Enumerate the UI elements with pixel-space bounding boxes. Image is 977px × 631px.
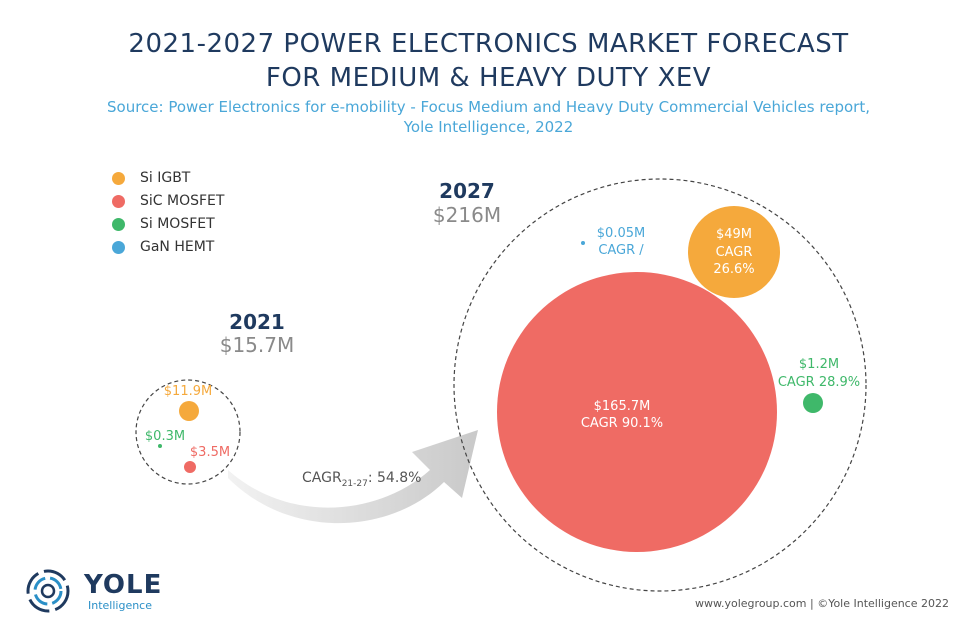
label-2027-si-igbt-cagr-2: 26.6% [713, 262, 754, 277]
bubble-2027-si-mosfet [803, 393, 823, 413]
chart-title-line-1: 2021-2027 POWER ELECTRONICS MARKET FOREC… [128, 29, 849, 59]
legend-item-si-igbt: Si IGBT [112, 170, 312, 188]
label-2021-sic-mosfet: $3.5M [190, 445, 230, 460]
legend-label-si-igbt: Si IGBT [140, 170, 191, 186]
bubble-2021-si-mosfet [158, 444, 162, 448]
legend-item-sic-mosfet: SiC MOSFET [112, 193, 312, 211]
legend-swatch-si-mosfet [112, 218, 125, 231]
bubble-2021-si-igbt [179, 401, 199, 421]
bubble-2027-si-igbt [688, 206, 780, 298]
label-2021-si-mosfet: $0.3M [145, 429, 185, 444]
bubble-2027-gan-hemt [581, 241, 585, 245]
label-2021-si-igbt: $11.9M [164, 384, 212, 399]
label-2027-si-igbt-cagr-1: CAGR [716, 245, 753, 260]
year-label-2021: 2021 [229, 310, 285, 334]
bubble-2027-sic-mosfet [497, 272, 777, 552]
legend-label-gan-hemt: GaN HEMT [140, 239, 215, 255]
footer-credit: www.yolegroup.com | ©Yole Intelligence 2… [695, 597, 949, 610]
group-boundary-2021 [135, 379, 241, 485]
label-2027-si-mosfet-value: $1.2M [799, 357, 839, 372]
legend-swatch-sic-mosfet [112, 195, 125, 208]
legend-item-si-mosfet: Si MOSFET [112, 216, 312, 234]
yole-logo-icon [26, 569, 70, 613]
label-2027-sic-mosfet-cagr: CAGR 90.1% [581, 416, 663, 431]
label-2027-gan-hemt-cagr: CAGR / [598, 243, 644, 258]
source-line-1: Source: Power Electronics for e-mobility… [107, 98, 870, 116]
logo-subtext: Intelligence [88, 599, 153, 612]
legend-label-sic-mosfet: SiC MOSFET [140, 193, 225, 209]
growth-arrow [228, 430, 478, 524]
legend-item-gan-hemt: GaN HEMT [112, 239, 312, 257]
source-line-2: Yole Intelligence, 2022 [403, 118, 574, 136]
legend-label-si-mosfet: Si MOSFET [140, 216, 215, 232]
yole-logo: YOLE Intelligence [26, 568, 196, 618]
label-2027-si-igbt-value: $49M [716, 227, 752, 242]
legend-swatch-gan-hemt [112, 241, 125, 254]
legend-swatch-si-igbt [112, 172, 125, 185]
arrow-cagr-label: CAGR21-27: 54.8% [302, 470, 422, 489]
label-2027-gan-hemt-value: $0.05M [597, 226, 645, 241]
bubble-2021-sic-mosfet [184, 461, 196, 473]
group-boundary-2027 [453, 178, 867, 592]
total-label-2021: $15.7M [219, 333, 295, 357]
total-label-2027: $216M [432, 203, 502, 227]
logo-text: YOLE [84, 570, 163, 600]
label-2027-sic-mosfet-value: $165.7M [594, 399, 651, 414]
label-2027-si-mosfet-cagr: CAGR 28.9% [778, 375, 860, 390]
chart-title-line-2: FOR MEDIUM & HEAVY DUTY XEV [265, 63, 712, 93]
year-label-2027: 2027 [439, 179, 495, 203]
